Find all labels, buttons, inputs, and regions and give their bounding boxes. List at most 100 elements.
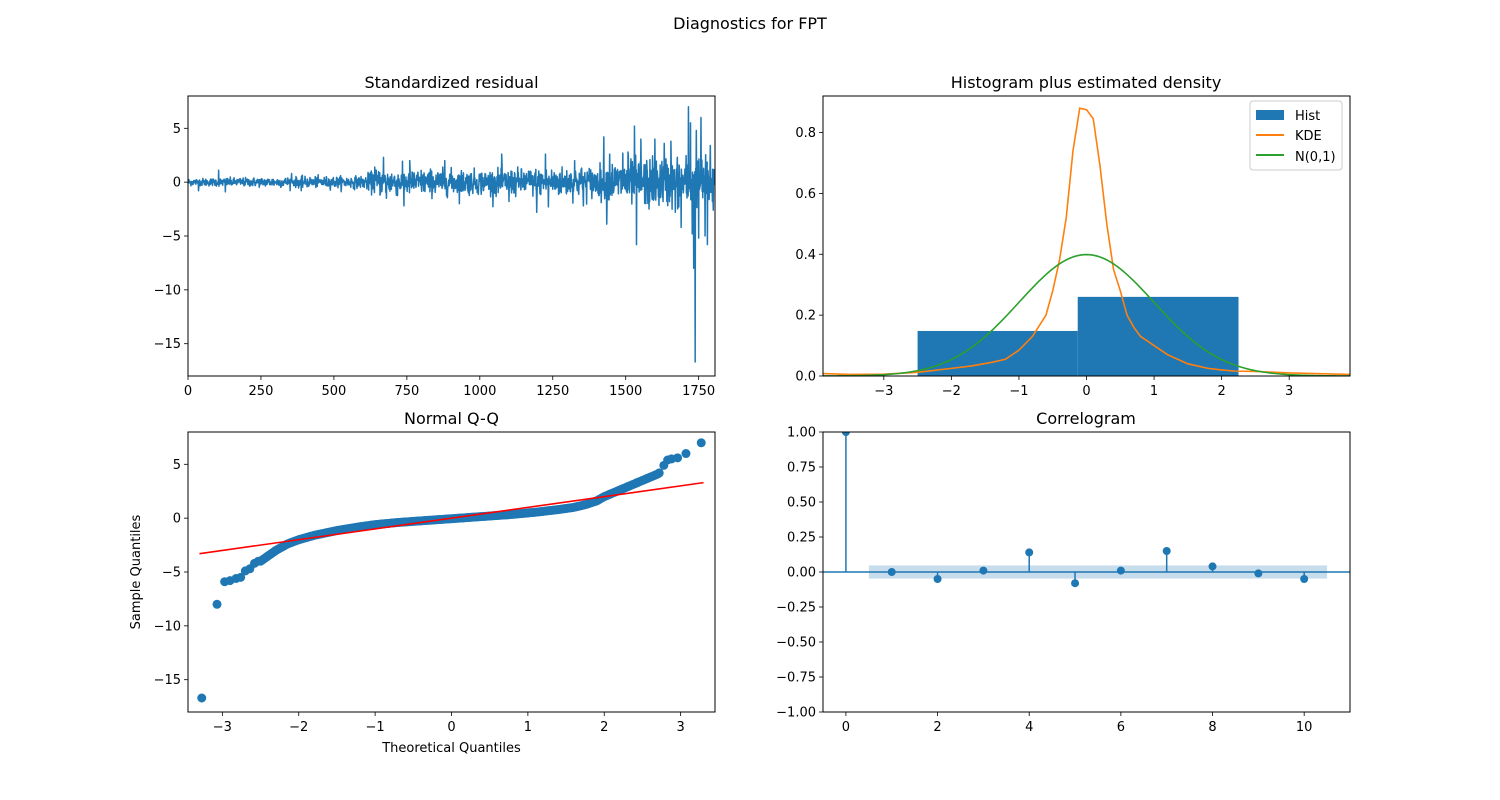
resid-series-line (188, 106, 715, 363)
qq-ytick-label: −5 (162, 566, 181, 581)
legend-label-hist: Hist (1295, 109, 1320, 124)
qq-tail-point (654, 468, 664, 478)
acf-marker-8 (1208, 562, 1217, 571)
hist-plot-area (822, 95, 1351, 377)
resid-ytick-label: 0 (173, 176, 181, 191)
hist-ytick-label: 0.8 (795, 126, 816, 141)
acf-ytick-label: 0.75 (787, 461, 816, 476)
acf-xtick-label: 4 (1025, 720, 1033, 735)
qq-ylabel: Sample Quantiles (129, 514, 144, 629)
hist-ticks: −3 −2 −1 0 1 2 3 0.0 0.2 0.4 0.6 0.8 (795, 126, 1293, 399)
acf-marker-0 (841, 432, 850, 436)
hist-xtick-label: 0 (1082, 384, 1090, 399)
qq-xtick-label: 1 (524, 720, 532, 735)
acf-ytick-label: −0.25 (776, 601, 816, 616)
acf-marker-4 (1025, 548, 1034, 557)
acf-title: Correlogram (1036, 409, 1136, 428)
acf-xtick-label: 10 (1296, 720, 1313, 735)
acf-ytick-label: −0.75 (776, 671, 816, 686)
hist-xtick-label: −2 (942, 384, 961, 399)
acf-ytick-label: 0.50 (787, 496, 816, 511)
histogram-panel: Histogram plus estimated density −3 −2 −1 0… (795, 73, 1351, 399)
acf-xtick-label: 6 (1117, 720, 1125, 735)
resid-xtick-label: 1250 (536, 384, 569, 399)
qq-tail-point (681, 449, 691, 459)
hist-xtick-label: −3 (874, 384, 893, 399)
acf-marker-10 (1300, 575, 1309, 583)
normal-qq-panel: Normal Q-Q −3 −2 −1 0 1 2 3−15−10−505 Theoreti… (129, 409, 716, 756)
resid-ytick-label: −10 (154, 283, 181, 298)
acf-ytick-label: 0.25 (787, 531, 816, 546)
acf-marker-9 (1254, 569, 1263, 578)
acf-ytick-label: −0.50 (776, 636, 816, 651)
kde-line (823, 107, 1350, 376)
resid-title: Standardized residual (364, 73, 538, 92)
qq-tail-point (696, 438, 706, 448)
qq-xtick-label: −2 (289, 720, 308, 735)
qq-points (197, 438, 706, 703)
resid-ytick-label: −5 (162, 230, 181, 245)
hist-ytick-label: 0.4 (795, 248, 816, 263)
legend-label-normal: N(0,1) (1295, 150, 1336, 165)
acf-marker-6 (1116, 566, 1125, 575)
acf-xtick-label: 2 (933, 720, 941, 735)
qq-tail-point (212, 599, 222, 609)
qq-marks (197, 438, 706, 703)
resid-xtick-label: 1000 (463, 384, 496, 399)
qq-tail-point (236, 572, 246, 582)
hist-xtick-label: 2 (1217, 384, 1225, 399)
qq-ytick-label: 5 (173, 458, 181, 473)
correlogram-panel: Correlogram 0 2 4 6 8 10−1.00−0.75−0.50−0.250… (776, 409, 1351, 736)
acf-ytick-label: 0.00 (787, 566, 816, 581)
qq-xlabel: Theoretical Quantiles (381, 741, 521, 756)
hist-ytick-label: 0.6 (795, 187, 816, 202)
acf-marker-5 (1071, 579, 1080, 588)
figure-suptitle: Diagnostics for FPT (673, 14, 827, 33)
qq-reference-line (199, 481, 704, 555)
resid-xtick-label: 250 (249, 384, 274, 399)
resid-xtick-label: 0 (184, 384, 192, 399)
resid-plot-area (187, 95, 716, 377)
qq-ticks: −3 −2 −1 0 1 2 3−15−10−505 (154, 458, 685, 735)
qq-ytick-label: −15 (154, 673, 181, 688)
qq-tail-point (253, 556, 263, 566)
resid-xtick-label: 750 (394, 384, 419, 399)
resid-xtick-label: 500 (321, 384, 346, 399)
qq-ytick-label: −10 (154, 619, 181, 634)
resid-xtick-label: 1500 (609, 384, 642, 399)
acf-ytick-label: 1.00 (787, 426, 816, 441)
hist-xtick-label: 3 (1285, 384, 1293, 399)
normal-pdf-line (823, 253, 1350, 376)
qq-xtick-label: −3 (213, 720, 232, 735)
acf-ticks: 0 2 4 6 8 10 −1.00 −0.75 −0.50 −0.25 0.00 0.25 0.50 0… (776, 426, 1312, 736)
acf-marker-3 (979, 566, 988, 575)
qq-title: Normal Q-Q (404, 409, 499, 428)
resid-ticks: 0 250 500 750 1000 1250 1500 1750 −15 −10 −5 0 5 (154, 122, 716, 399)
qq-tail-point (197, 693, 207, 703)
acf-plot-area (822, 431, 1351, 713)
acf-marker-2 (933, 575, 942, 583)
acf-ytick-label: −1.00 (776, 706, 816, 721)
hist-xtick-label: 1 (1150, 384, 1158, 399)
qq-plot-area (187, 431, 716, 713)
acf-xtick-label: 8 (1208, 720, 1216, 735)
qq-tail-point (673, 453, 683, 463)
hist-ytick-label: 0.2 (795, 309, 816, 324)
standardized-residual-panel: Standardized residual 0 250 500 750 1000 1250… (154, 73, 716, 399)
hist-xtick-label: −1 (1009, 384, 1028, 399)
qq-xtick-label: 0 (447, 720, 455, 735)
resid-xtick-label: 1750 (682, 384, 715, 399)
qq-frame (187, 431, 716, 713)
resid-marks (188, 106, 715, 363)
resid-ytick-label: 5 (173, 122, 181, 137)
hist-bar-1 (1077, 296, 1239, 376)
qq-xtick-label: −1 (366, 720, 385, 735)
legend-label-kde: KDE (1295, 129, 1322, 144)
acf-marks (823, 432, 1350, 588)
acf-marker-7 (1162, 547, 1171, 555)
legend-swatch-hist (1256, 110, 1284, 120)
resid-ytick-label: −15 (154, 337, 181, 352)
hist-title: Histogram plus estimated density (951, 73, 1222, 92)
acf-marker-1 (887, 568, 896, 576)
qq-ytick-label: 0 (173, 512, 181, 527)
